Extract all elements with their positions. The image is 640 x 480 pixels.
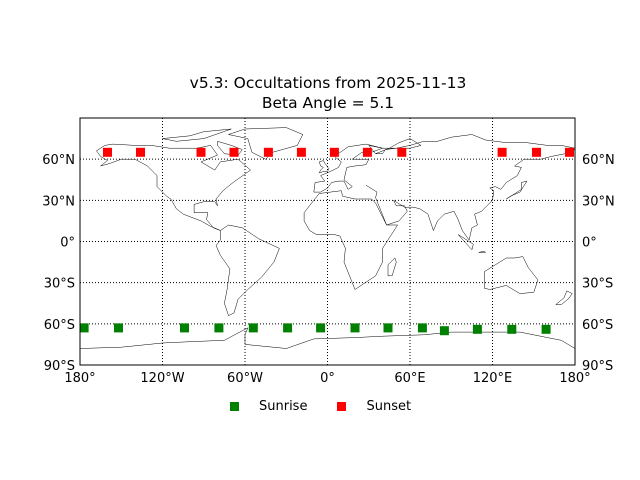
legend-label-sunrise: Sunrise: [259, 399, 308, 414]
occultation-markers: [79, 147, 574, 336]
svg-text:60°W: 60°W: [227, 371, 263, 386]
svg-text:180°: 180°: [559, 371, 590, 386]
legend: Sunrise Sunset: [230, 399, 441, 414]
svg-text:30°N: 30°N: [42, 194, 75, 209]
svg-text:90°S: 90°S: [44, 359, 75, 374]
svg-text:120°E: 120°E: [473, 371, 513, 386]
sunset-swatch-icon: [337, 402, 347, 411]
svg-text:30°S: 30°S: [44, 277, 75, 292]
svg-text:0°: 0°: [60, 236, 75, 251]
svg-text:60°S: 60°S: [582, 318, 613, 333]
chart-title: v5.3: Occultations from 2025-11-13: [189, 74, 467, 92]
svg-text:60°S: 60°S: [44, 318, 75, 333]
chart-subtitle: Beta Angle = 5.1: [261, 94, 395, 112]
svg-text:90°S: 90°S: [582, 359, 613, 374]
svg-text:180°: 180°: [64, 371, 95, 386]
svg-text:60°N: 60°N: [582, 153, 615, 168]
svg-text:60°E: 60°E: [394, 371, 425, 386]
svg-text:30°N: 30°N: [582, 194, 615, 209]
axis-ticks: 90°S 90°S 60°S 60°S 30°S 30°S 0° 0° 30°N 30°N 60°N…: [42, 153, 615, 386]
gridlines: [80, 118, 575, 365]
legend-item-sunset: Sunset: [337, 399, 411, 414]
svg-text:0°: 0°: [582, 236, 597, 251]
svg-text:120°W: 120°W: [140, 371, 184, 386]
svg-text:30°S: 30°S: [582, 277, 613, 292]
svg-text:0°: 0°: [320, 371, 335, 386]
legend-label-sunset: Sunset: [366, 399, 412, 414]
plot-frame: [79, 117, 576, 366]
svg-text:60°N: 60°N: [42, 153, 75, 168]
legend-item-sunrise: Sunrise: [230, 399, 307, 414]
sunrise-swatch-icon: [230, 402, 239, 411]
